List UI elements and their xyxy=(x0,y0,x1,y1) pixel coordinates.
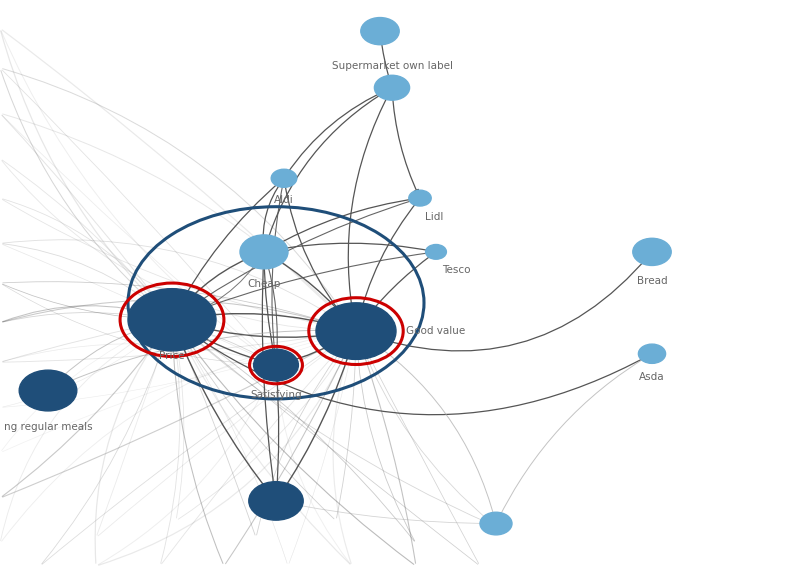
Circle shape xyxy=(426,245,446,259)
Circle shape xyxy=(254,349,298,381)
Circle shape xyxy=(249,482,303,520)
Circle shape xyxy=(316,303,396,359)
Circle shape xyxy=(374,75,410,100)
Text: Bread: Bread xyxy=(637,276,667,286)
Circle shape xyxy=(240,235,288,269)
Circle shape xyxy=(128,289,216,351)
Circle shape xyxy=(361,18,399,45)
Text: Price: Price xyxy=(159,351,185,361)
Text: ng regular meals: ng regular meals xyxy=(4,422,92,432)
Circle shape xyxy=(271,169,297,187)
Text: Asda: Asda xyxy=(639,372,665,382)
Text: Aldi: Aldi xyxy=(274,195,294,205)
Text: Satisfying: Satisfying xyxy=(250,390,302,400)
Text: Lidl: Lidl xyxy=(426,212,443,222)
Circle shape xyxy=(638,344,666,363)
Circle shape xyxy=(480,512,512,535)
Text: Good value: Good value xyxy=(406,326,465,336)
Circle shape xyxy=(633,238,671,265)
Text: Tesco: Tesco xyxy=(442,265,470,276)
Circle shape xyxy=(19,370,77,411)
Text: Cheap: Cheap xyxy=(247,279,281,289)
Circle shape xyxy=(409,190,431,206)
Text: Supermarket own label: Supermarket own label xyxy=(331,61,453,71)
